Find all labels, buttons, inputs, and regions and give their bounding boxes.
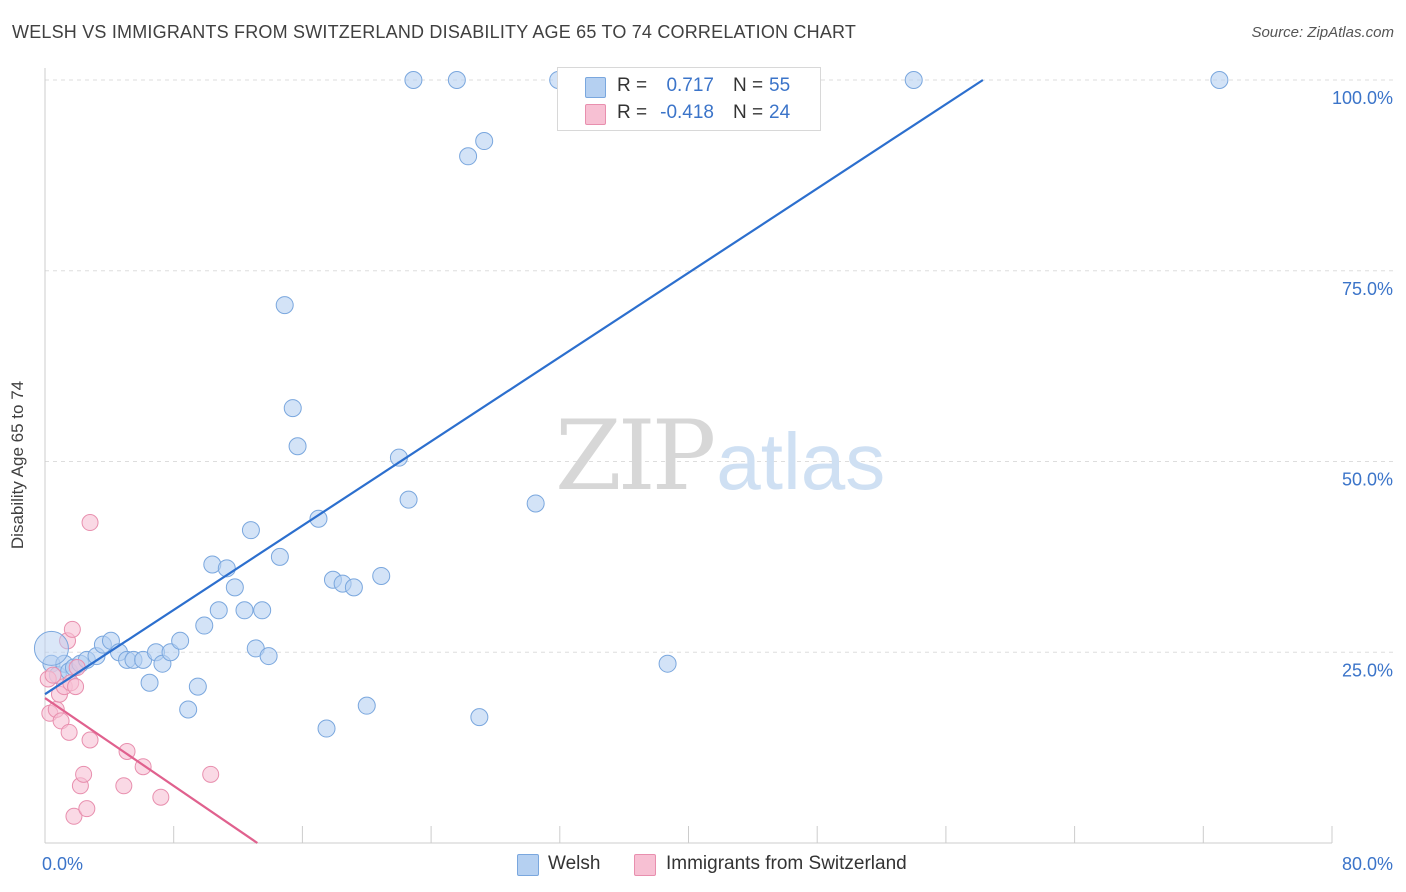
x-tick-label: 80.0% xyxy=(1342,854,1393,874)
welsh-point xyxy=(404,71,423,89)
welsh-point xyxy=(399,490,418,509)
welsh-point xyxy=(179,700,198,719)
welsh-point xyxy=(658,654,677,673)
swiss-point xyxy=(78,800,96,818)
swiss-point xyxy=(60,723,78,741)
welsh-point xyxy=(171,631,190,650)
welsh-point xyxy=(188,677,207,696)
welsh-point xyxy=(259,647,278,666)
welsh-point xyxy=(317,719,336,738)
welsh-point xyxy=(275,296,294,315)
swiss-point xyxy=(152,788,170,806)
chart-title: WELSH VS IMMIGRANTS FROM SWITZERLAND DIS… xyxy=(12,22,857,42)
welsh-point xyxy=(241,521,260,540)
swiss-point xyxy=(81,514,99,532)
welsh-point xyxy=(344,578,363,597)
welsh-point xyxy=(357,696,376,715)
welsh-point xyxy=(209,601,228,620)
welsh-point xyxy=(140,673,159,692)
swiss-point xyxy=(65,807,83,825)
swiss-point xyxy=(67,678,85,696)
y-tick-label: 25.0% xyxy=(1342,660,1393,680)
swiss-legend-swatch xyxy=(634,854,656,876)
welsh-point xyxy=(195,616,214,635)
grid-layer xyxy=(45,79,1394,653)
swiss-swatch xyxy=(585,104,606,125)
welsh-legend-label: Welsh xyxy=(548,853,601,874)
x-tick-label: 0.0% xyxy=(42,854,83,874)
welsh-point xyxy=(1210,71,1229,89)
welsh-point xyxy=(288,437,307,456)
axis-layer xyxy=(44,68,1333,844)
welsh-legend-swatch xyxy=(517,854,539,876)
welsh-point xyxy=(372,566,391,585)
welsh-swatch xyxy=(585,77,606,98)
swiss-point xyxy=(44,666,62,684)
legend-n-label: N = xyxy=(733,75,764,96)
swiss-legend-label: Immigrants from Switzerland xyxy=(666,853,907,874)
welsh-point xyxy=(253,601,272,620)
series-legend: Welsh Immigrants from Switzerland xyxy=(0,853,1406,877)
legend-r-label: R = xyxy=(617,102,648,123)
y-tick-label: 75.0% xyxy=(1342,279,1393,299)
y-axis-label: Disability Age 65 to 74 xyxy=(8,380,27,550)
welsh-trend-line xyxy=(44,79,984,696)
legend-r-value: -0.418 xyxy=(660,102,714,123)
point-layer xyxy=(33,71,1229,825)
welsh-point xyxy=(225,578,244,597)
legend-r-label: R = xyxy=(617,75,648,96)
welsh-point xyxy=(235,601,254,620)
welsh-point xyxy=(526,494,545,513)
y-tick-label: 100.0% xyxy=(1332,88,1393,108)
correlation-legend: R = 0.717 N = 55 R = -0.418 N = 24 xyxy=(557,67,821,131)
welsh-point xyxy=(270,547,289,566)
swiss-point xyxy=(81,731,99,749)
legend-row-swiss: R = -0.418 N = 24 xyxy=(558,100,820,128)
swiss-point xyxy=(115,777,133,795)
tick-label-layer: 25.0% 50.0% 75.0% 100.0% 0.0% 80.0% xyxy=(42,88,1393,874)
swiss-point xyxy=(63,620,81,638)
legend-n-value: 24 xyxy=(769,102,791,123)
legend-row-welsh: R = 0.717 N = 55 xyxy=(558,73,820,101)
legend-n-label: N = xyxy=(733,102,764,123)
legend-r-value: 0.717 xyxy=(666,75,714,96)
y-tick-label: 50.0% xyxy=(1342,470,1393,490)
welsh-point xyxy=(447,71,466,89)
source-label: Source: ZipAtlas.com xyxy=(1251,24,1394,41)
welsh-point xyxy=(475,132,494,151)
welsh-point xyxy=(470,708,489,727)
welsh-point xyxy=(459,147,478,166)
swiss-trend-line xyxy=(44,697,258,844)
welsh-point xyxy=(904,71,923,89)
welsh-point xyxy=(309,509,328,528)
welsh-cluster-point xyxy=(33,630,69,666)
trend-layer xyxy=(44,79,984,844)
legend-n-value: 55 xyxy=(769,75,791,96)
welsh-point xyxy=(283,399,302,418)
swiss-point xyxy=(202,765,220,783)
swiss-point xyxy=(75,765,93,783)
